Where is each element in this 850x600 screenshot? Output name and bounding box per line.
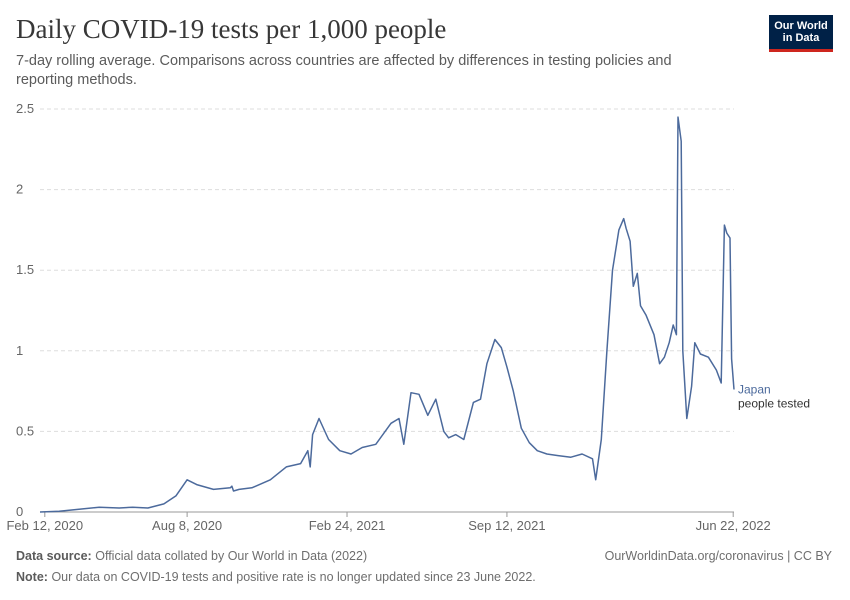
y-tick-label: 0.5 [16, 423, 34, 438]
x-tick-label: Jun 22, 2022 [696, 518, 771, 533]
note-label: Note: [16, 570, 48, 584]
data-note: Note: Our data on COVID-19 tests and pos… [16, 570, 536, 584]
chart-subtitle: 7-day rolling average. Comparisons acros… [16, 53, 672, 88]
series-group [39, 116, 735, 513]
x-tick-label: Sep 12, 2021 [468, 518, 545, 533]
y-tick-label: 2 [16, 182, 23, 197]
url-license[interactable]: OurWorldinData.org/coronavirus | CC BY [604, 549, 832, 563]
logo-line-2: in Data [782, 32, 820, 44]
x-tick-label: Aug 8, 2020 [152, 518, 222, 533]
logo-line-1: Our World [774, 20, 828, 32]
x-tick-label: Feb 12, 2020 [6, 518, 83, 533]
chart-title: Daily COVID-19 tests per 1,000 people [16, 14, 447, 44]
series-label-name: Japan [738, 382, 771, 396]
y-tick-label: 2.5 [16, 101, 34, 116]
note-text: Our data on COVID-19 tests and positive … [51, 570, 536, 584]
y-axis-ticks: 0 0.5 1 1.5 2 2.5 [16, 101, 34, 519]
owid-logo[interactable]: Our World in Data [769, 15, 833, 52]
data-source: Data source: Official data collated by O… [16, 549, 367, 563]
source-label: Data source: [16, 549, 92, 563]
gridlines [40, 108, 734, 432]
x-axis: Feb 12, 2020 Aug 8, 2020 Feb 24, 2021 Sep 1… [6, 511, 771, 533]
source-text: Official data collated by Our World in D… [95, 549, 368, 563]
series-label-metric: people tested [738, 396, 810, 410]
series-line-japan [39, 116, 735, 513]
y-tick-label: 1.5 [16, 262, 34, 277]
y-tick-label: 1 [16, 343, 23, 358]
y-tick-label: 0 [16, 504, 23, 519]
x-tick-label: Feb 24, 2021 [309, 518, 386, 533]
